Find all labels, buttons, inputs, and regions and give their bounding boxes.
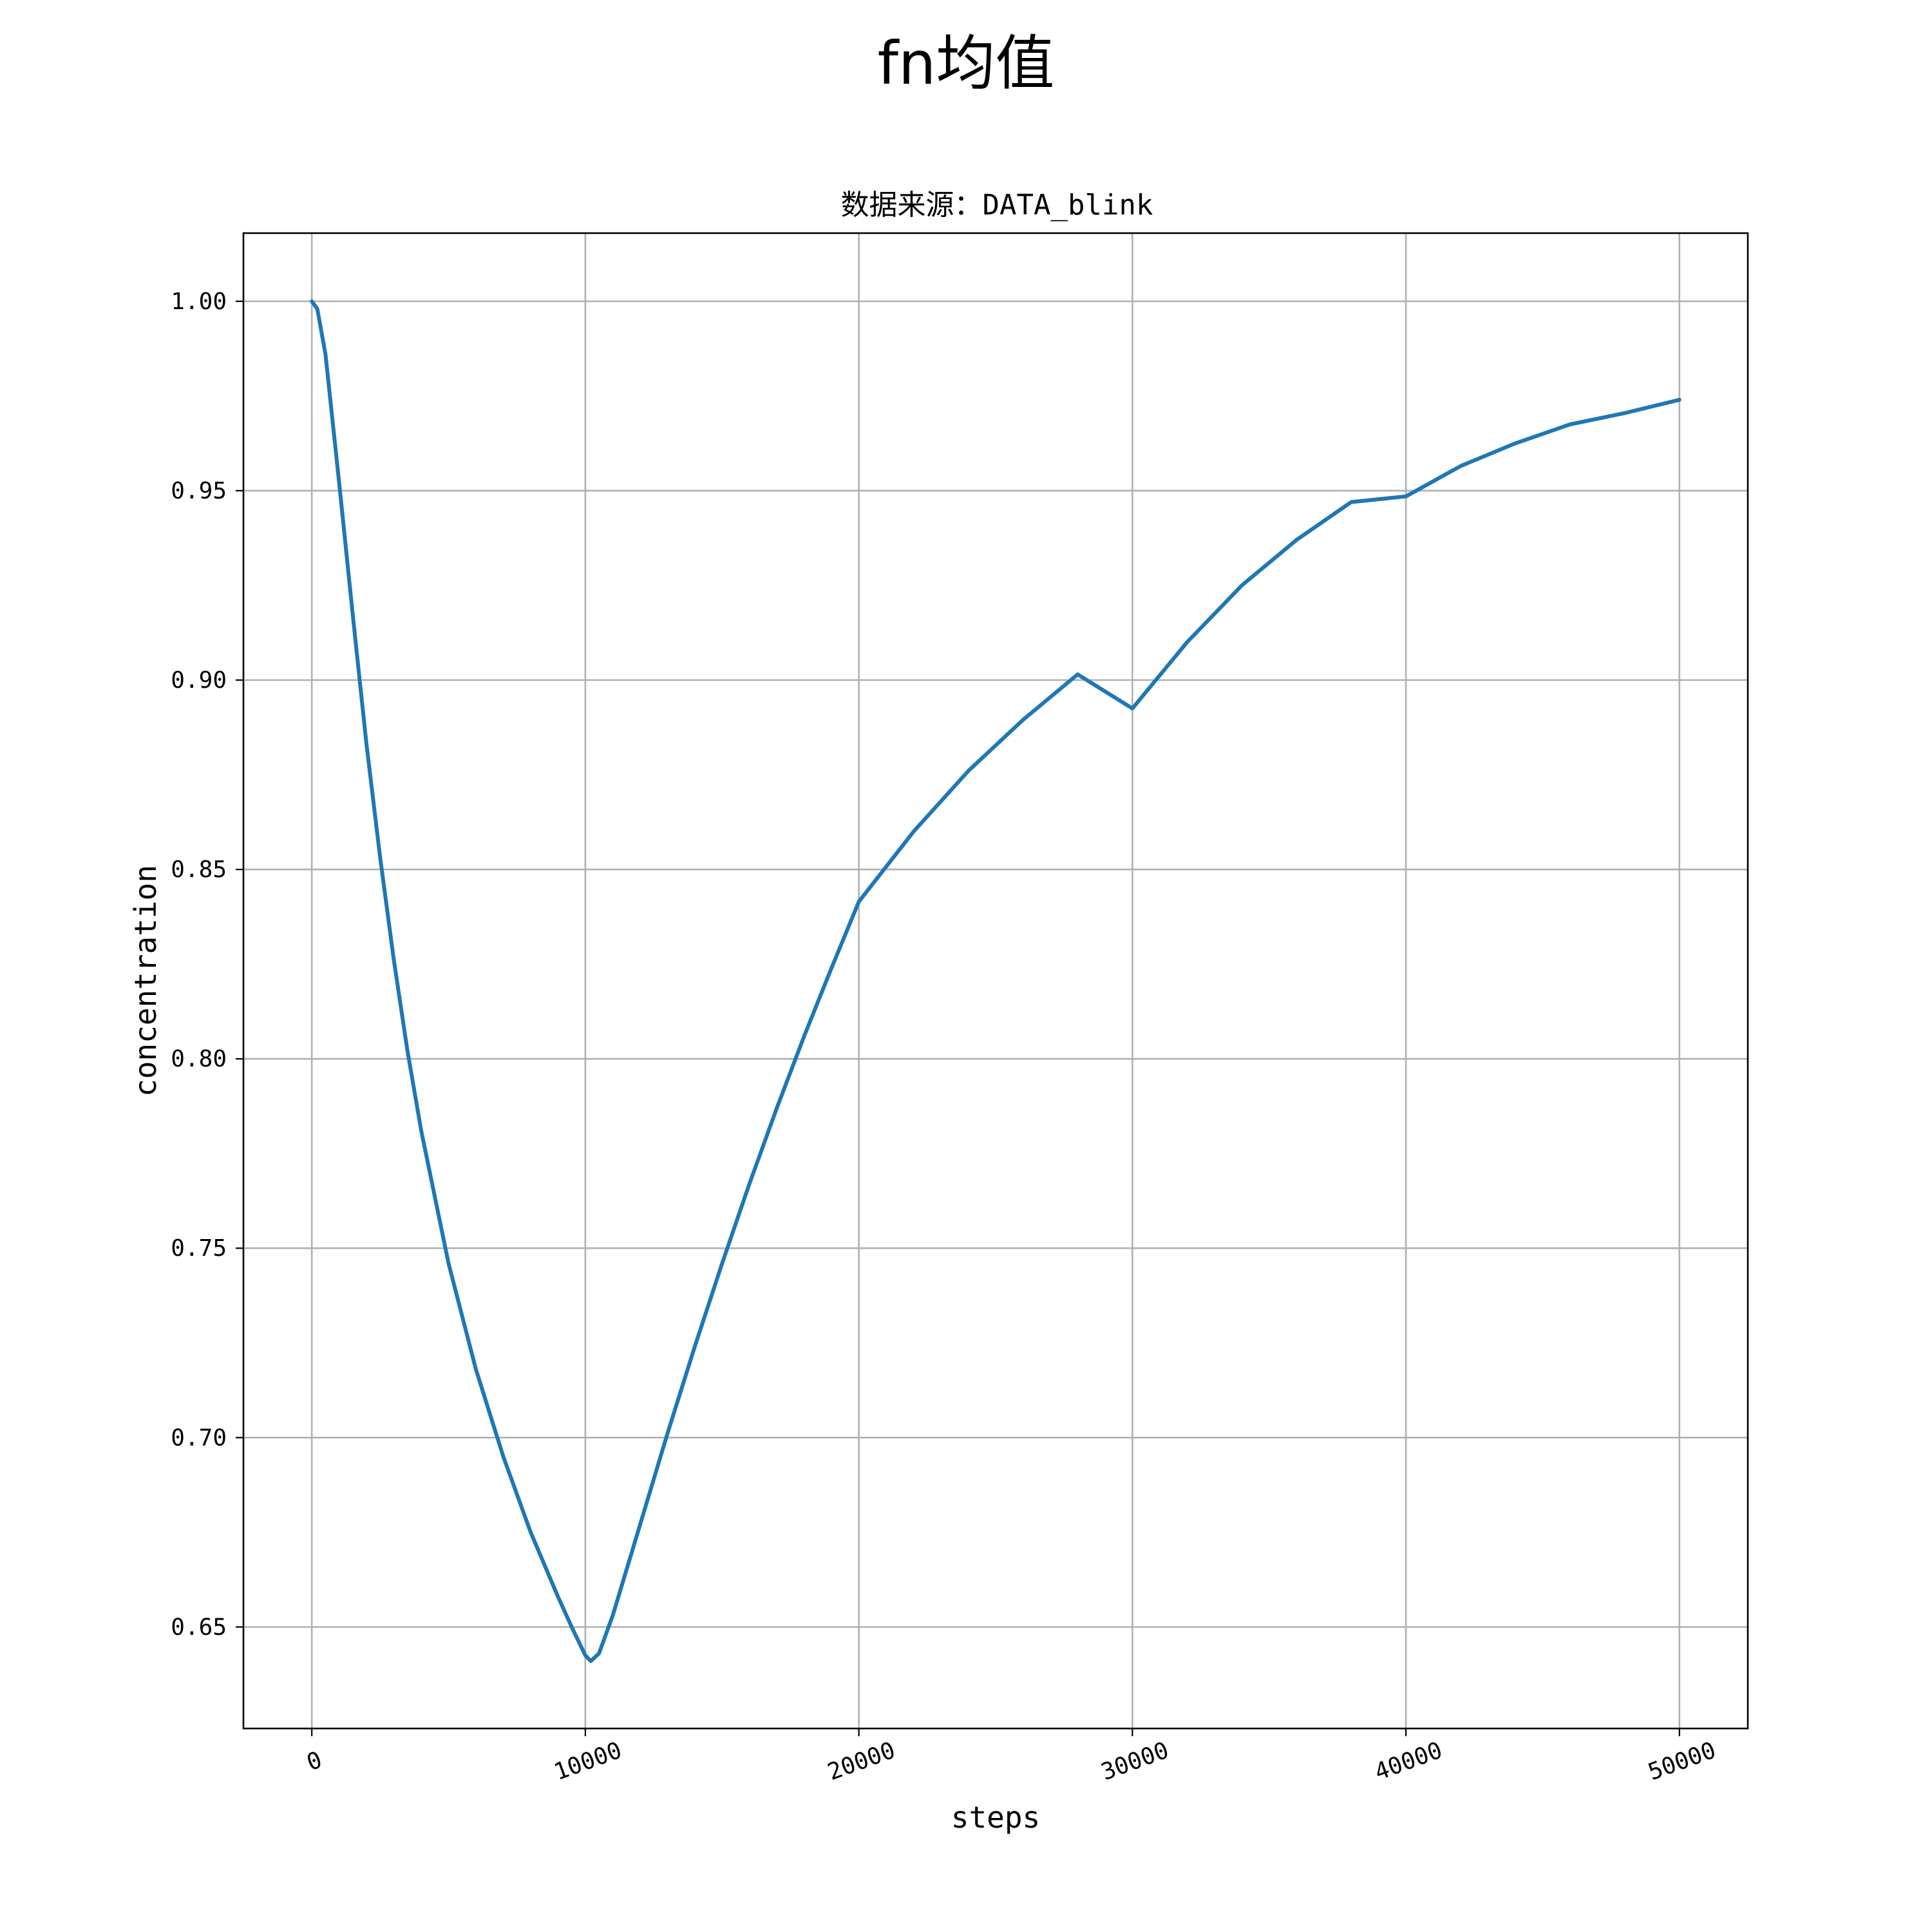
x-tick-label: 50000 (1645, 1737, 1719, 1786)
y-tick-label: 0.70 (171, 1425, 227, 1451)
x-axis-label: steps (951, 1800, 1040, 1835)
plot-frame (242, 232, 1749, 1730)
chart-title: 数据来源：DATA_blink (841, 189, 1153, 222)
x-tick-label: 40000 (1371, 1737, 1446, 1786)
x-tick-label: 10000 (551, 1737, 625, 1786)
figure-suptitle: fn均值 (878, 29, 1055, 98)
y-tick-label: 0.65 (171, 1614, 227, 1640)
y-tick-label: 0.90 (171, 667, 227, 694)
y-tick-label: 0.75 (171, 1235, 227, 1262)
series-layer (310, 299, 1681, 1663)
grid (243, 233, 1748, 1728)
y-tick-label: 1.00 (171, 289, 227, 315)
y-tick-label: 0.95 (171, 478, 227, 504)
x-tick-label: 20000 (824, 1737, 899, 1786)
y-tick-label: 0.85 (171, 857, 227, 883)
series-line (310, 299, 1681, 1663)
axis-ticks: 0 10000 20000 30000 40000 50000 0.65 0.70 0.75 0.… (171, 289, 1719, 1786)
x-tick-label: 0 (303, 1747, 325, 1776)
x-tick-label: 30000 (1097, 1737, 1172, 1786)
y-axis-label: concentration (128, 865, 163, 1097)
y-tick-label: 0.80 (171, 1046, 227, 1072)
